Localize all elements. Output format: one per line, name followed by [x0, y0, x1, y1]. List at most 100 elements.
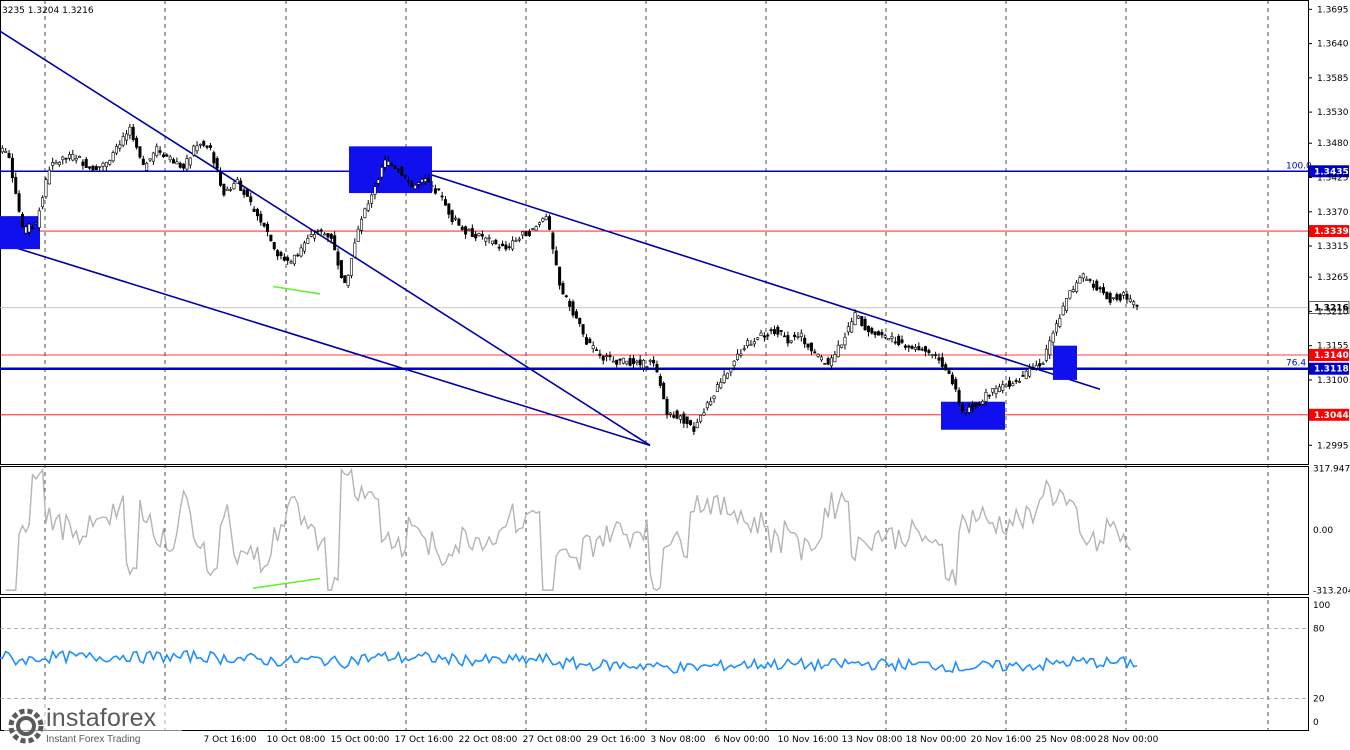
- price-level-label: 1.3435: [1314, 167, 1349, 177]
- x-tick-label: 6 Nov 00:00: [715, 735, 770, 745]
- candle-body: [286, 257, 290, 261]
- candle-body: [61, 156, 65, 161]
- candle-body: [339, 260, 343, 279]
- candle-body: [678, 415, 682, 420]
- candle-body: [64, 157, 68, 160]
- candle-body: [430, 185, 434, 188]
- candle-body: [296, 254, 300, 257]
- candle-body: [655, 363, 659, 373]
- candle-body: [460, 226, 464, 231]
- candle-body: [631, 358, 635, 365]
- candle-body: [386, 161, 390, 166]
- candle-body: [494, 239, 498, 245]
- candle-body: [255, 208, 259, 217]
- x-tick-label: 20 Nov 16:00: [971, 735, 1032, 745]
- candle-body: [558, 266, 562, 286]
- candle-body: [850, 321, 854, 333]
- candle-body: [195, 145, 199, 152]
- candle-body: [423, 178, 427, 182]
- candle-body: [1068, 290, 1072, 299]
- logo-name: instaforex: [46, 704, 157, 732]
- candle-body: [883, 335, 887, 338]
- candle-body: [1014, 380, 1018, 382]
- candle-body: [1018, 380, 1022, 383]
- candle-body: [457, 218, 461, 226]
- candle-body: [81, 161, 85, 166]
- candle-body: [541, 218, 545, 222]
- candle-body: [7, 153, 11, 158]
- candle-body: [997, 386, 1001, 392]
- candle-body: [568, 300, 572, 307]
- candle-body: [746, 340, 750, 347]
- candle-body: [360, 218, 364, 231]
- candle-body: [91, 165, 95, 171]
- candle-body: [302, 242, 306, 252]
- candle-body: [628, 358, 632, 366]
- candle-body: [947, 370, 951, 374]
- x-tick-label: 13 Nov 08:00: [842, 735, 903, 745]
- price-level-tag: [1309, 408, 1349, 421]
- indicator-1-border: [0, 466, 1309, 595]
- candle-body: [94, 166, 98, 170]
- candle-body: [692, 426, 696, 432]
- candle-body: [917, 346, 921, 351]
- candle-body: [756, 337, 760, 340]
- candle-body: [47, 169, 51, 185]
- candle-body: [1048, 340, 1052, 356]
- candle-body: [725, 372, 729, 379]
- candle-body: [1101, 287, 1105, 294]
- candle-body: [313, 234, 317, 239]
- candle-body: [702, 412, 706, 416]
- candle-body: [806, 343, 810, 348]
- candle-body: [1007, 380, 1011, 387]
- candle-body: [168, 156, 172, 161]
- candle-body: [672, 415, 676, 418]
- candle-body: [816, 353, 820, 357]
- candle-body: [259, 213, 263, 223]
- candle-body: [665, 398, 669, 416]
- candle-body: [78, 156, 82, 159]
- candle-body: [1078, 277, 1082, 284]
- last-price-label: 1.3216: [1314, 304, 1349, 314]
- candle-body: [108, 160, 112, 165]
- candle-body: [608, 355, 612, 358]
- highlight-box: [1053, 345, 1077, 380]
- candle-body: [759, 332, 763, 337]
- candle-body: [252, 208, 256, 212]
- candle-body: [551, 232, 555, 250]
- candle-body: [1098, 287, 1102, 290]
- candle-body: [930, 354, 934, 356]
- candle-body: [10, 157, 14, 179]
- x-tick-label: 3 Nov 08:00: [651, 735, 706, 745]
- candle-body: [974, 403, 978, 407]
- candle-body: [618, 358, 622, 361]
- y-tick-label: 1.3210: [1317, 307, 1349, 317]
- candle-body: [584, 337, 588, 345]
- candle-body: [470, 228, 474, 237]
- candle-body: [736, 353, 740, 361]
- candle-body: [366, 203, 370, 211]
- candles: [0, 123, 1139, 436]
- candle-body: [172, 159, 176, 164]
- candle-body: [178, 162, 182, 168]
- candle-body: [675, 410, 679, 419]
- candle-body: [165, 154, 169, 157]
- candle-body: [1091, 283, 1095, 288]
- cci-indicator-pane: [5, 467, 1131, 591]
- candle-body: [866, 325, 870, 333]
- candle-body: [574, 311, 578, 319]
- candle-body: [880, 331, 884, 336]
- cci-line: [5, 467, 1131, 591]
- candle-body: [373, 186, 377, 195]
- candle-body: [913, 346, 917, 350]
- candle-body: [504, 244, 508, 250]
- candle-body: [977, 404, 981, 406]
- candle-body: [440, 195, 444, 198]
- candle-body: [4, 150, 8, 153]
- candle-body: [1021, 375, 1025, 377]
- candle-body: [111, 152, 115, 162]
- last-price-tag: [1308, 301, 1350, 314]
- candle-body: [232, 183, 236, 190]
- candle-body: [443, 199, 447, 206]
